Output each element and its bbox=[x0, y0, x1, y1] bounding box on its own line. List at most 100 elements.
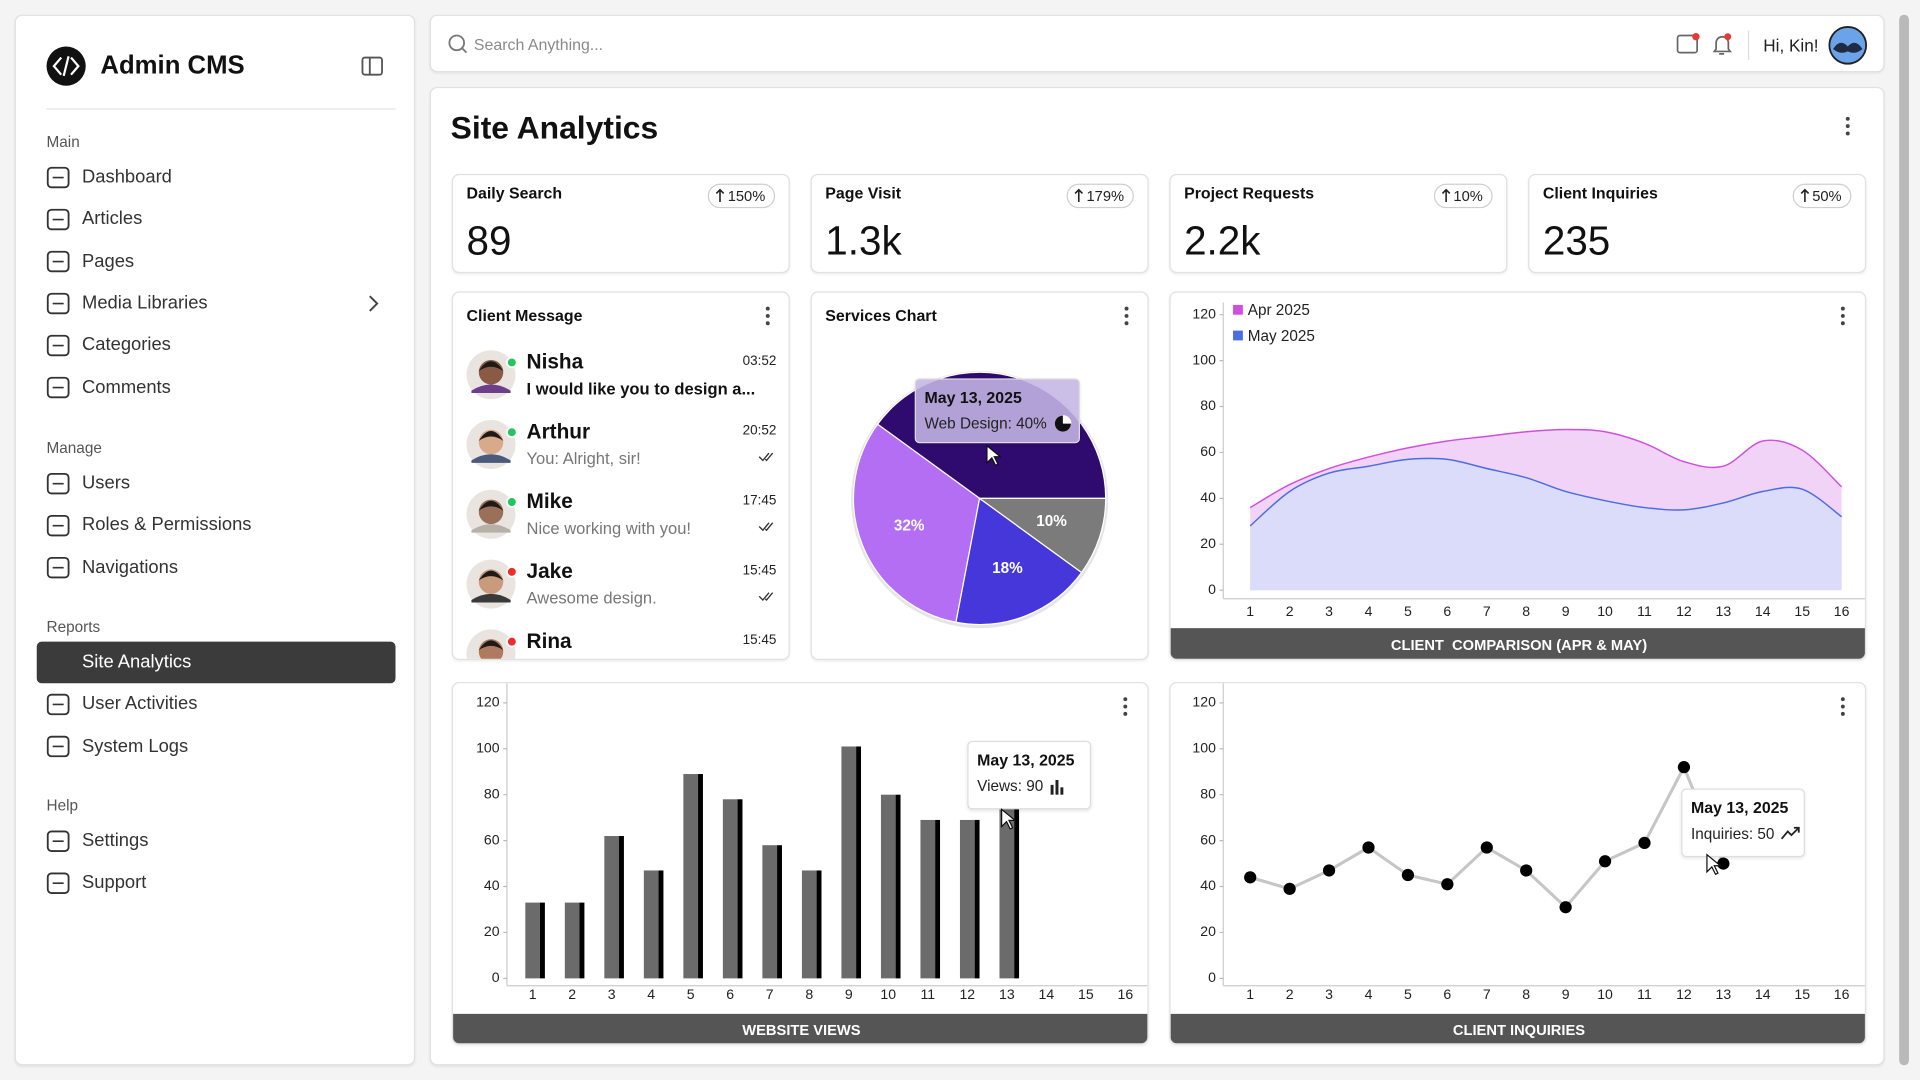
cursor bbox=[1001, 808, 1017, 830]
x-tick-label: 1 bbox=[1246, 986, 1254, 1002]
x-tick-label: 10 bbox=[880, 986, 896, 1002]
more-menu[interactable] bbox=[431, 88, 1850, 136]
nav-item[interactable]: Roles & Permissions bbox=[82, 514, 252, 536]
pie-slice bbox=[977, 497, 1107, 574]
bar-edge bbox=[540, 902, 545, 979]
dot bbox=[1123, 704, 1128, 709]
x-tick-label: 10 bbox=[1597, 603, 1613, 619]
icon bbox=[361, 56, 383, 76]
tooltip-icon bbox=[1050, 780, 1064, 795]
x-tick-label: 3 bbox=[1325, 986, 1333, 1002]
x-tick-label: 11 bbox=[1637, 986, 1652, 1002]
avatar-body bbox=[471, 454, 511, 463]
tooltip: May 13, 2025 Web Design: 40% bbox=[914, 378, 1080, 444]
x-tick-label: 13 bbox=[1716, 986, 1732, 1002]
x-axis-label: WEBSITE VIEWS bbox=[742, 1023, 861, 1039]
change-value: 10% bbox=[1453, 187, 1483, 205]
avatar-hair bbox=[478, 640, 504, 651]
bar-edge bbox=[974, 819, 980, 979]
nav-item[interactable]: Articles bbox=[82, 208, 143, 230]
search-input[interactable]: Search Anything... bbox=[473, 35, 604, 54]
message-card: Client Message Nisha 03:52 I would like you… bbox=[451, 291, 790, 660]
stat-change: 150% bbox=[708, 183, 776, 209]
y-tick-label: 80 bbox=[1200, 785, 1216, 801]
avatar bbox=[1828, 26, 1868, 65]
section-label: Main bbox=[46, 133, 80, 151]
x-tick-label: 1 bbox=[529, 986, 537, 1002]
notification-button[interactable] bbox=[1712, 33, 1732, 55]
nav-icon bbox=[46, 693, 70, 716]
area-chart-card: 0 20 40 60 80 100 120 1 2 3 4 5 6 7 8 9 10 11 12 13 14 15 16 Ap… bbox=[1169, 291, 1867, 660]
nav-item[interactable]: System Logs bbox=[82, 735, 189, 757]
nav-item[interactable]: Site Analytics bbox=[82, 651, 192, 673]
greeting: Hi, Kin! bbox=[1763, 35, 1819, 56]
x-tick-label: 15 bbox=[1794, 986, 1810, 1002]
y-tick-label: 40 bbox=[1200, 489, 1216, 505]
contact-name[interactable]: Rina bbox=[526, 629, 572, 653]
x-tick-label: 7 bbox=[766, 986, 774, 1002]
bar bbox=[801, 870, 822, 979]
more-menu[interactable] bbox=[453, 683, 1128, 716]
pie-chart-card: Services Chart 32% 18% 10% May 13, 2025 Web D… bbox=[810, 291, 1149, 660]
stat-value: 235 bbox=[1542, 217, 1611, 264]
collapse-button[interactable] bbox=[361, 56, 383, 76]
active-item[interactable] bbox=[36, 641, 396, 684]
contact-name[interactable]: Arthur bbox=[526, 420, 591, 444]
contact-name[interactable]: Nisha bbox=[526, 350, 584, 374]
avatar-body bbox=[471, 524, 511, 533]
scrollbar[interactable] bbox=[1899, 14, 1909, 1066]
bar bbox=[722, 799, 743, 979]
graphic: 32% 18% 10% bbox=[851, 371, 1109, 629]
bar bbox=[959, 819, 980, 979]
stat-card: Client Inquiries 235 50% bbox=[1528, 173, 1867, 274]
slice-label: 32% bbox=[894, 517, 925, 534]
more-menu[interactable] bbox=[1171, 293, 1845, 326]
nav-item[interactable]: Navigations bbox=[82, 556, 179, 578]
tooltip: May 13, 2025 Inquiries: 50 bbox=[1681, 788, 1805, 858]
x-tick-label: 16 bbox=[1118, 986, 1134, 1002]
nav-item[interactable]: Pages bbox=[82, 250, 135, 272]
x-tick-label: 2 bbox=[1286, 603, 1294, 619]
nav-item[interactable]: User Activities bbox=[82, 693, 198, 715]
x-tick-label: 13 bbox=[1716, 603, 1732, 619]
avatar bbox=[1833, 42, 1863, 53]
slice-label: 10% bbox=[1036, 513, 1067, 530]
avatar-hair bbox=[478, 431, 504, 441]
bar-edge bbox=[619, 836, 624, 979]
y-tick-label: 80 bbox=[484, 785, 500, 801]
change-value: 50% bbox=[1812, 187, 1842, 205]
x-tick-label: 16 bbox=[1834, 603, 1850, 619]
nav-item[interactable]: Comments bbox=[82, 376, 171, 398]
icon bbox=[1441, 188, 1451, 203]
point bbox=[1520, 864, 1533, 877]
tooltip-icon bbox=[1781, 826, 1800, 840]
nav-icon bbox=[46, 830, 70, 852]
stat-label: Client Inquiries bbox=[1542, 183, 1658, 203]
x-tick-label: 3 bbox=[1325, 603, 1333, 619]
nav-item[interactable]: Users bbox=[82, 472, 131, 494]
bar-body bbox=[722, 799, 738, 979]
change-value: 179% bbox=[1086, 187, 1125, 205]
message-time: 03:52 bbox=[742, 353, 777, 369]
more-menu[interactable] bbox=[1171, 683, 1845, 716]
nav-item[interactable]: Categories bbox=[82, 334, 171, 356]
nav-item[interactable]: Support bbox=[82, 872, 147, 894]
nav-item[interactable]: Dashboard bbox=[82, 166, 172, 188]
contact-name[interactable]: Mike bbox=[526, 489, 573, 514]
bar-body bbox=[762, 845, 778, 979]
tooltip: May 13, 2025 Views: 90 bbox=[967, 740, 1092, 810]
x-tick-label: 9 bbox=[1562, 986, 1570, 1002]
point bbox=[1717, 857, 1730, 870]
nav-item[interactable]: Media Libraries bbox=[82, 292, 208, 314]
card-title: Services Chart bbox=[825, 306, 937, 325]
cursor bbox=[986, 444, 1003, 467]
x-axis-bar bbox=[453, 1013, 1148, 1044]
inbox-button[interactable] bbox=[1676, 33, 1700, 54]
more-menu[interactable] bbox=[453, 293, 770, 326]
nav-item[interactable]: Settings bbox=[82, 830, 149, 852]
more-menu[interactable] bbox=[812, 293, 1129, 326]
contact-name[interactable]: Jake bbox=[526, 559, 573, 583]
user-avatar[interactable] bbox=[1828, 26, 1868, 65]
dot bbox=[1840, 704, 1845, 709]
